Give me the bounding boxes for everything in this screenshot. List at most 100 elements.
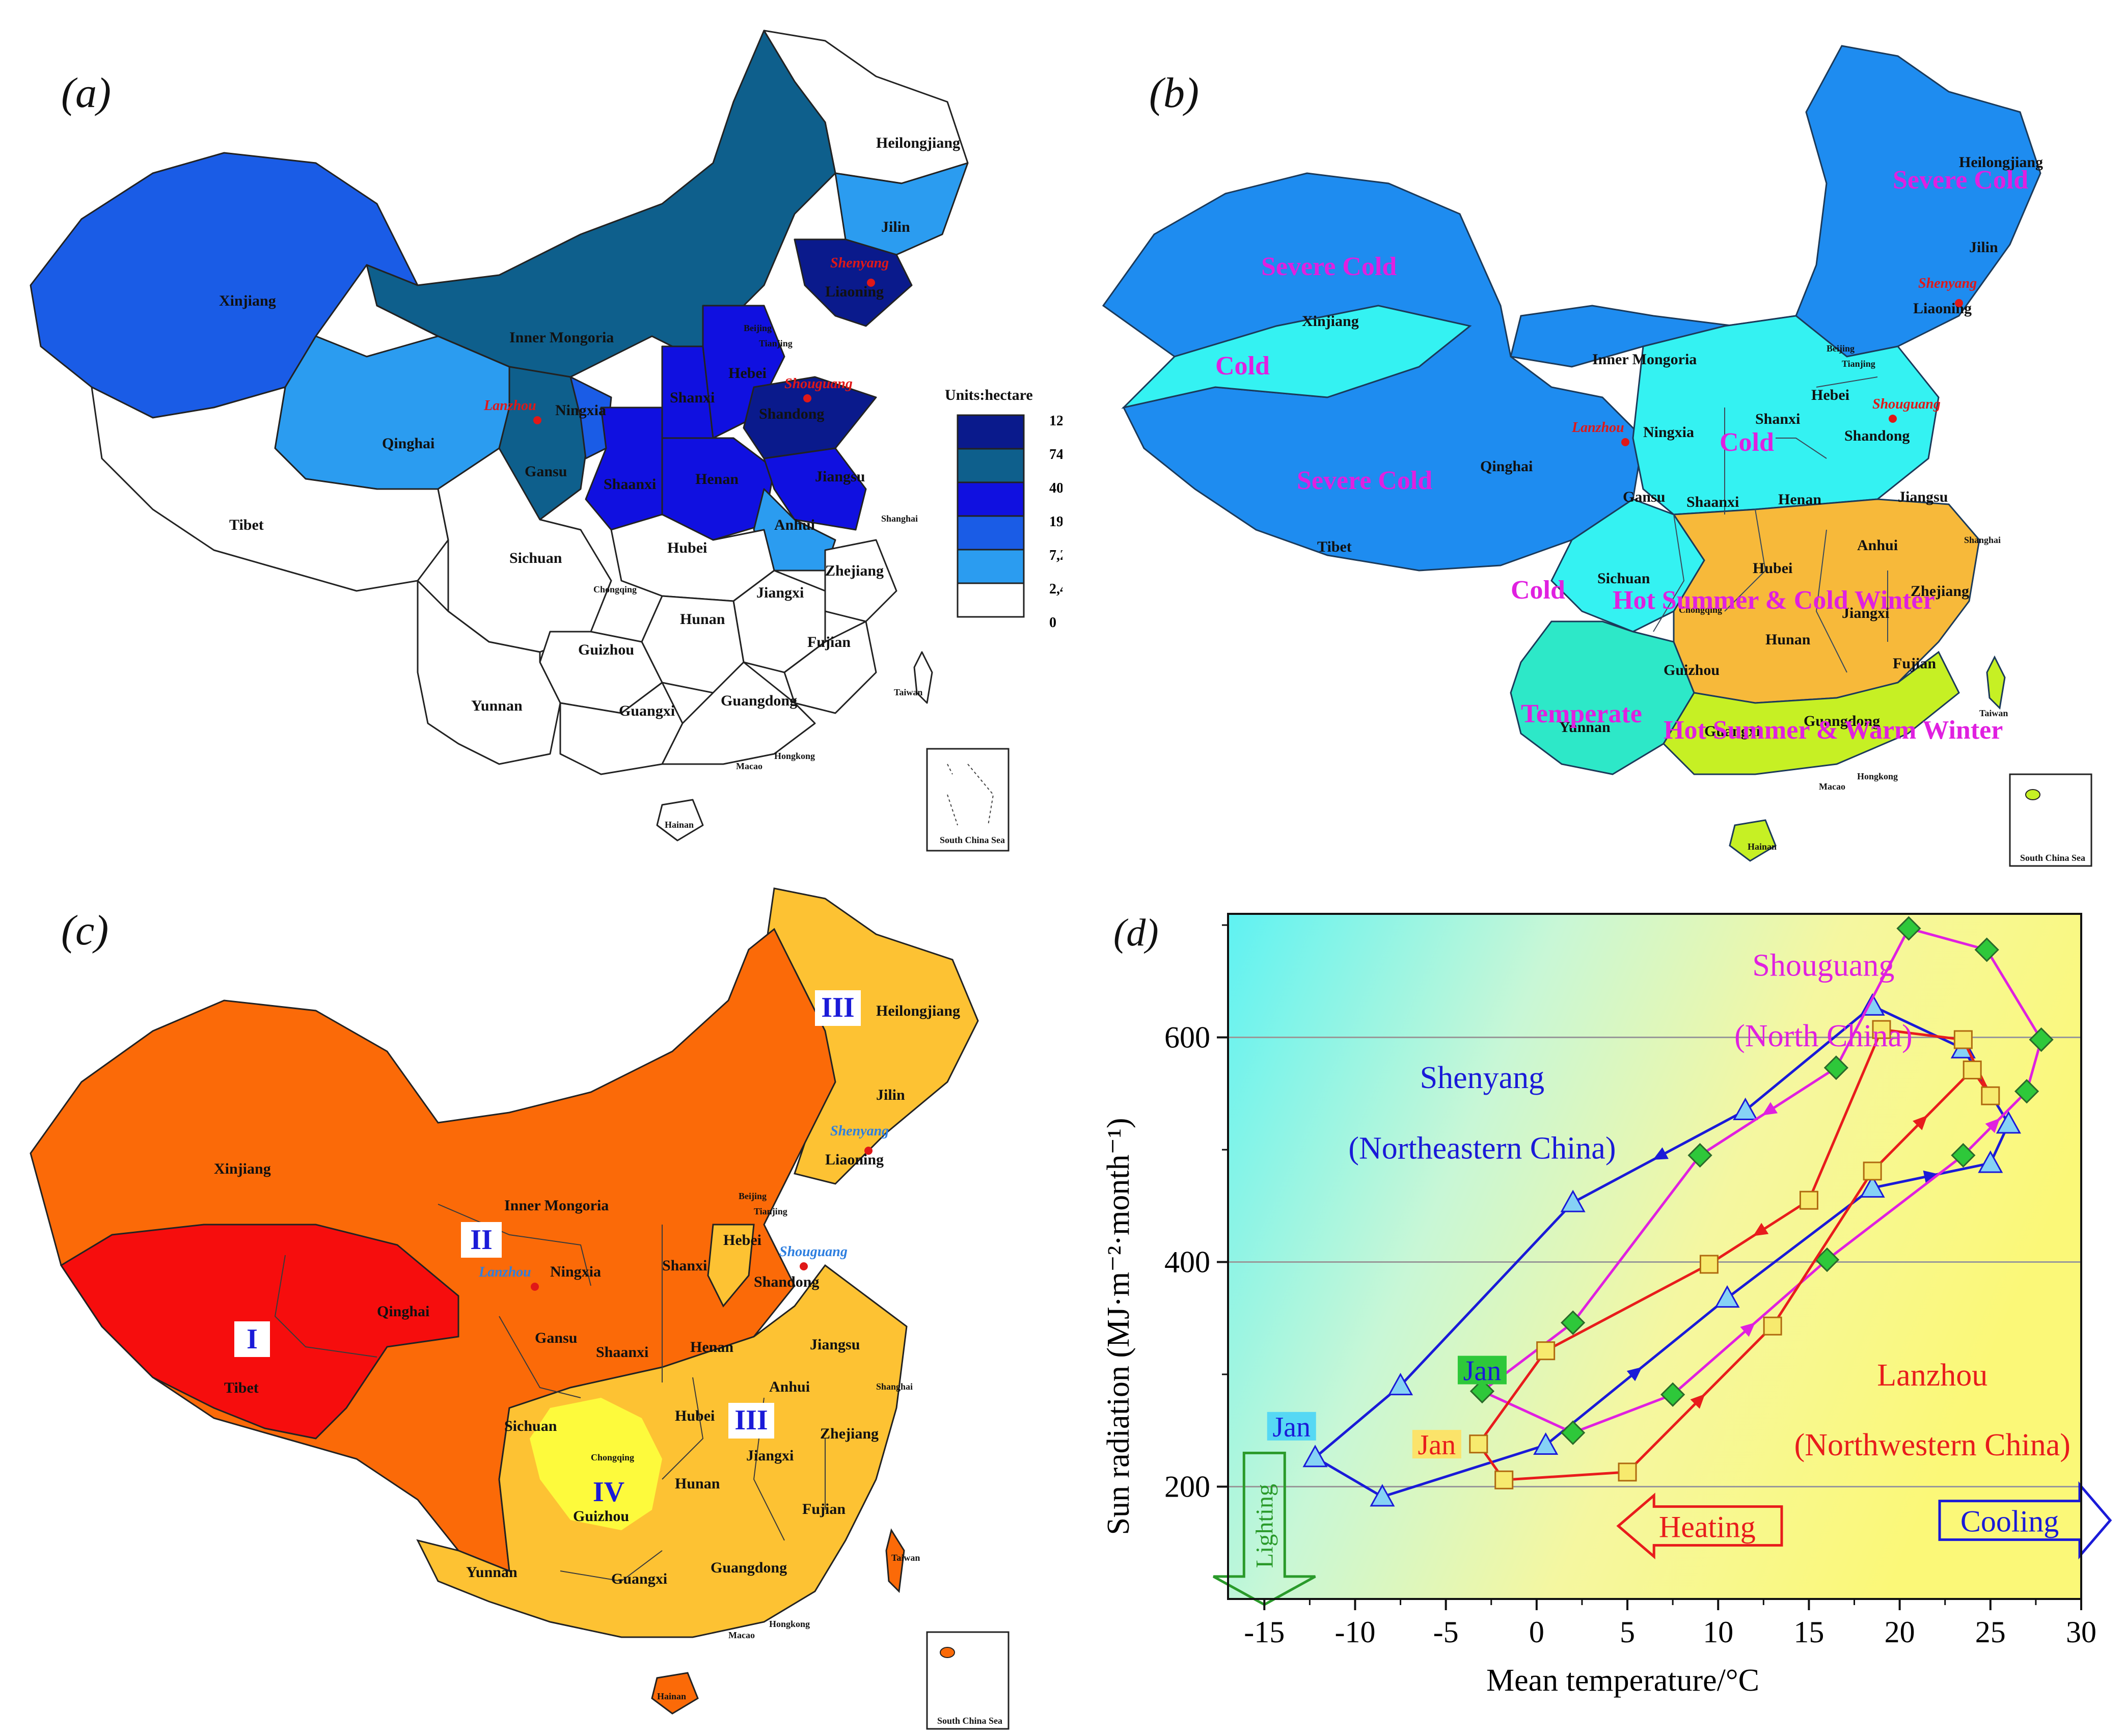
label-sichuan: Sichuan [504,1418,557,1434]
label-henan: Henan [690,1339,733,1355]
label-beijing: Beijing [739,1191,767,1201]
zone-IV [530,1398,662,1530]
label-macao: Macao [1819,781,1845,792]
climate-bands: Lighting Heating Cooling [1213,1451,2112,1606]
x-tick-label: 25 [1975,1615,2006,1649]
legend-label: 74,400 [1049,447,1062,463]
label-hebei: Hebei [723,1232,761,1249]
zone-marker-I: I [247,1323,258,1355]
data-point-0-11 [1388,1372,1413,1396]
label-tibet: Tibet [224,1379,259,1396]
cooling-label: Cooling [1960,1505,2059,1538]
panel-b-labels: Heilongjiang Jilin Liaoning Xinjiang Inn… [1302,154,2043,852]
region-zhejiang [824,539,897,622]
label-fujian: Fujian [802,1501,846,1517]
city-shouguang: Shouguang [784,376,853,392]
label-shanghai: Shanghai [1964,535,2001,545]
data-point-2-7 [1953,1030,1973,1049]
chart-annotations: Shenyang (Northeastern China) Shouguang (No… [1267,948,2070,1462]
data-point-0-1 [1370,1484,1395,1507]
label-gansu: Gansu [535,1330,577,1346]
label-jiangxi: Jiangxi [1842,605,1889,621]
y-tick-label: 600 [1164,1021,1210,1054]
label-shanxi: Shanxi [670,389,715,406]
zone-label-severe-cold-nw: Severe Cold [1261,252,1397,281]
panel-a-legend: Units:hectare 122,400 74,400 40,800 19,200 7… [945,387,1062,631]
label-heilongjiang: Heilongjiang [1959,154,2043,171]
panel-b-zones [1102,45,2041,862]
label-sichuan: Sichuan [1597,570,1650,587]
label-heilongjiang: Heilongjiang [876,134,960,151]
region-guangdong [661,661,816,765]
legend-swatch [957,549,1025,584]
label-sichuan: Sichuan [509,550,562,566]
panel-a-map: (a) South China Sea Heilongjiang J [30,30,1062,852]
label-south-china-sea: South China Sea [2020,853,2085,863]
zone-taiwan [885,1528,905,1593]
zone-temperate [1510,620,1695,775]
zone-hainan [1729,819,1777,862]
panel-d-chart: Lighting Heating Cooling -15 -10 -5 0 5 10 15 20 2… [1101,911,2112,1698]
zone-severe-cold-northeast [1510,45,2041,368]
panel-a-cities: Shenyang Shouguang Lanzhou [483,255,889,424]
data-point-2-10 [1699,1255,1719,1274]
label-hebei: Hebei [728,365,767,382]
data-point-0-10 [1560,1189,1586,1212]
legend-label: 40,800 [1049,480,1062,496]
label-jiangxi: Jiangxi [756,584,804,601]
lighting-label: Lighting [1251,1484,1278,1568]
label-hainan: Hainan [665,820,694,830]
region-liaoning [794,238,913,327]
data-point-1-0 [1469,1378,1495,1404]
city-dot-shouguang [800,1262,808,1270]
label-xinjiang: Xinjiang [219,292,276,309]
label-jiangsu: Jiangsu [815,468,865,485]
panel-c-zone-markers: III II I III IV [234,990,861,1508]
label-shaanxi: Shaanxi [604,476,656,493]
label-xinjiang: Xinjiang [214,1160,271,1177]
data-point-2-8 [1872,1020,1891,1039]
label-henan: Henan [695,471,739,487]
region-jiangsu [763,447,867,531]
legend-boxes: 122,400 74,400 40,800 19,200 7,200 2,400 0 [957,413,1062,631]
jan-tag-bg-1 [1457,1355,1507,1385]
data-point-0-3 [1714,1285,1740,1308]
plot-frame [1227,913,2082,1600]
label-gansu: Gansu [525,463,567,480]
data-point-2-6 [1981,1086,2000,1105]
data-point-0-4 [1860,1175,1885,1198]
data-point-1-9 [1823,1055,1849,1080]
label-hubei: Hubei [667,539,707,556]
label-qinghai: Qinghai [1480,458,1533,475]
legend-label: 0 [1049,615,1056,631]
x-tick-label: 15 [1793,1615,1824,1649]
label-yunnan: Yunnan [466,1564,517,1581]
zone-label-hsww: Hot Summer & Warm Winter [1664,716,2003,745]
zone-label-cold-west: Cold [1215,351,1270,381]
south-china-sea-inset [2009,773,2092,867]
data-point-0-2 [1533,1432,1559,1455]
label-jiangxi: Jiangxi [746,1447,794,1464]
y-tick-label: 200 [1164,1470,1210,1504]
label-hebei: Hebei [1811,387,1849,403]
label-hunan: Hunan [1765,631,1811,648]
label-hainan: Hainan [1748,842,1777,852]
direction-arrow [1653,1147,1669,1160]
panel-c-zones [30,887,979,1715]
legend-swatch [957,481,1025,517]
label-hongkong: Hongkong [1857,771,1898,781]
zone-marker-II: II [470,1224,493,1256]
y-axis-label: Sun radiation (MJ·m⁻²·month⁻¹) [1101,1118,1136,1535]
label-shandong: Shandong [754,1273,819,1290]
zone-marker-box-II [461,1222,502,1258]
data-point-1-8 [1896,916,1921,941]
zone-marker-box-III-north [815,990,861,1026]
data-point-0-6 [1996,1111,2021,1134]
data-point-2-4 [1863,1161,1882,1181]
legend-label: 19,200 [1049,514,1062,530]
label-guangxi: Guangxi [611,1570,667,1587]
city-dot-shouguang [803,394,811,402]
direction-arrow [1913,1115,1928,1130]
city-shouguang: Shouguang [779,1244,848,1260]
label-hongkong: Hongkong [774,751,815,761]
